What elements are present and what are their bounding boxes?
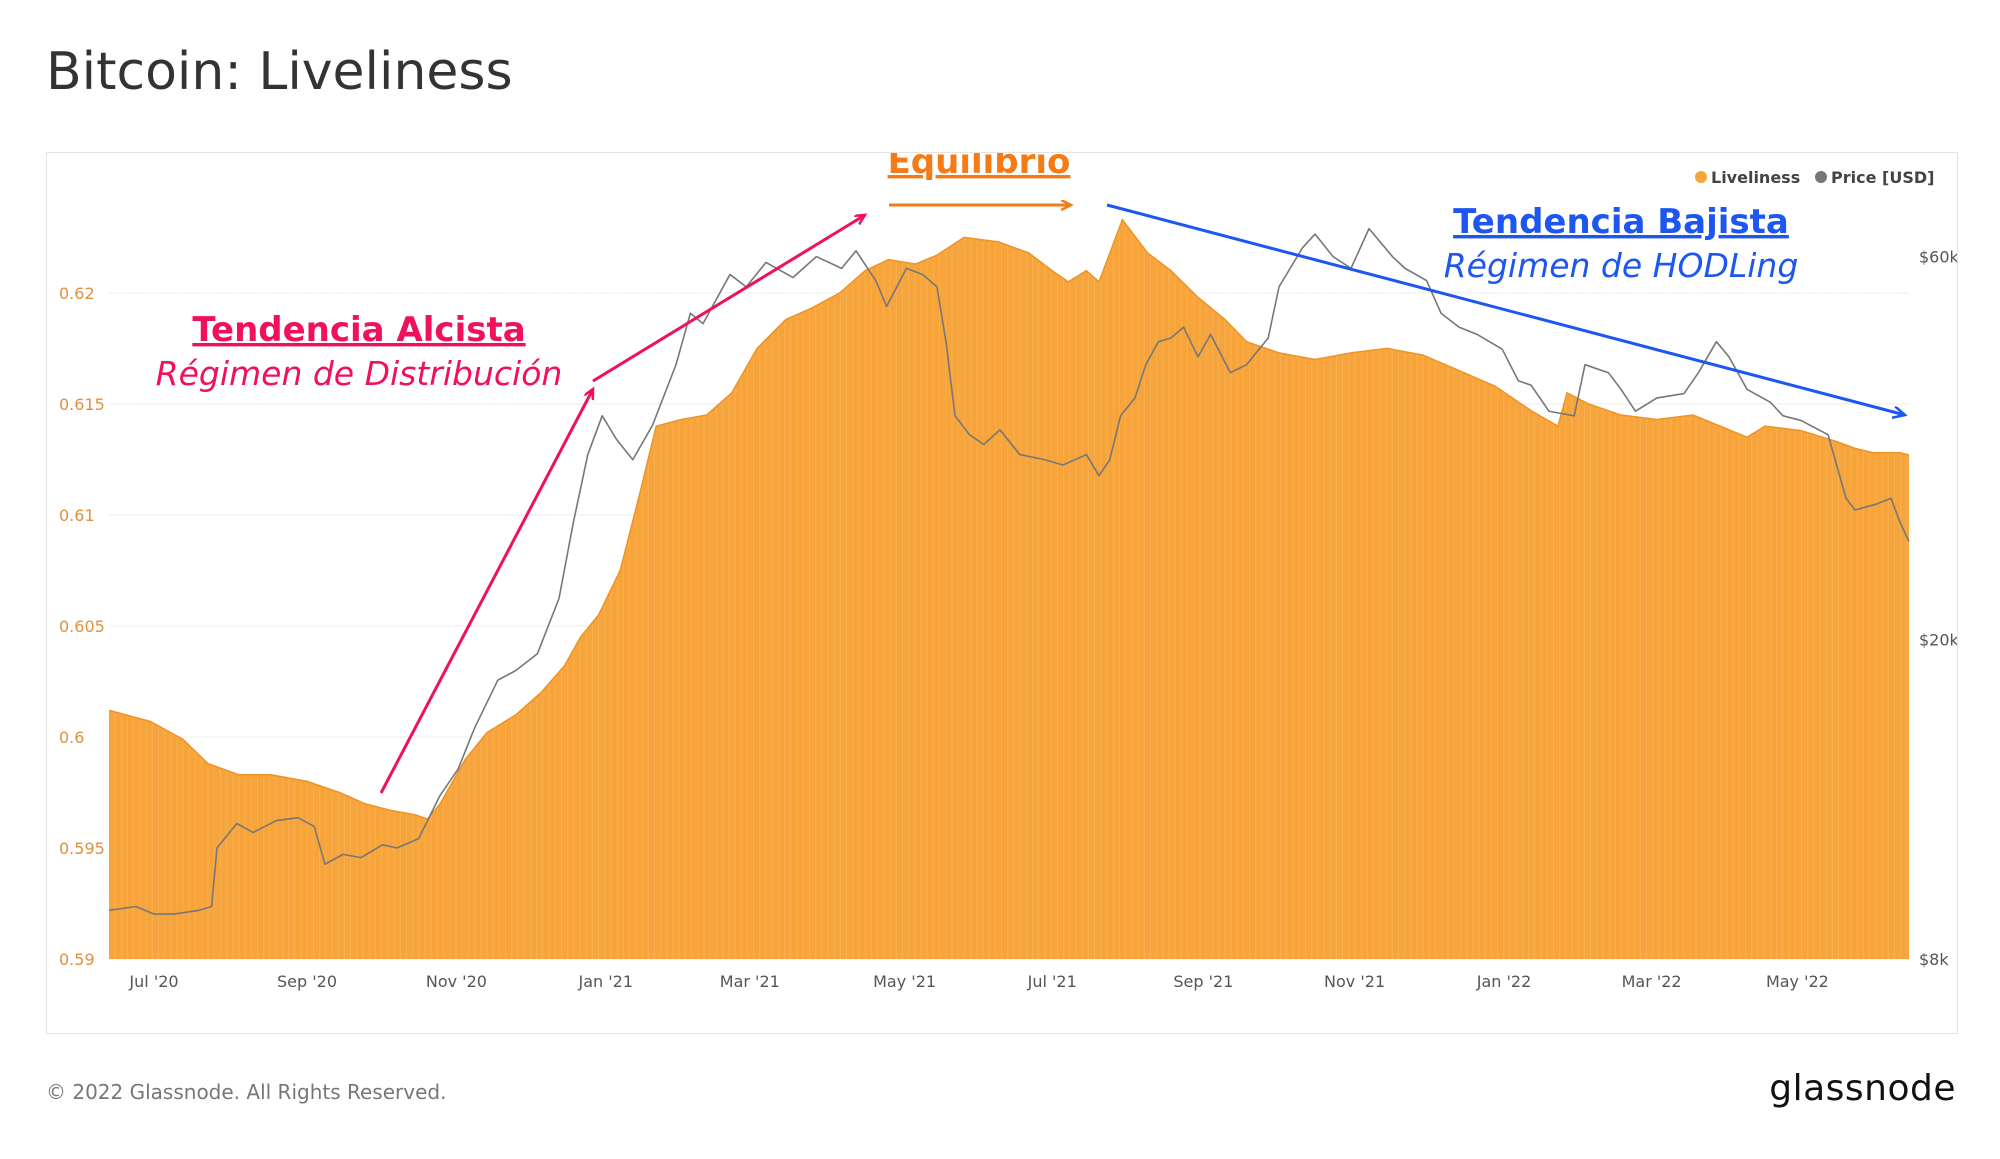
y-right-tick-label: $8k xyxy=(1919,950,1949,969)
x-tick-label: Jan '22 xyxy=(1476,972,1532,991)
legend: Liveliness Price [USD] xyxy=(1695,168,1934,187)
x-tick-label: Nov '20 xyxy=(426,972,487,991)
liveliness-area xyxy=(109,219,1909,959)
page-title: Bitcoin: Liveliness xyxy=(46,42,513,102)
x-tick-label: Nov '21 xyxy=(1324,972,1385,991)
y-left-tick-label: 0.595 xyxy=(59,839,105,858)
brand-logo: glassnode xyxy=(1769,1068,1956,1109)
legend-liveliness-label: Liveliness xyxy=(1711,168,1800,187)
alcista-arrow-2 xyxy=(592,215,865,383)
y-left-tick-label: 0.615 xyxy=(59,395,105,414)
chart-frame: glassnode 0.590.5950.60.6050.610.6150.62… xyxy=(46,152,1958,1034)
x-axis: Jul '20 Sep '20 Nov '20 Jan '21 Mar '21 May '… xyxy=(128,972,1828,991)
liveliness-chart: glassnode 0.590.5950.60.6050.610.6150.62… xyxy=(59,153,1957,991)
y-left-tick-label: 0.605 xyxy=(59,617,105,636)
y-axis-right: $8k $20k $60k xyxy=(1919,248,1957,969)
legend-price-label: Price [USD] xyxy=(1831,168,1934,187)
y-axis-left: 0.59 0.595 0.6 0.605 0.61 0.615 0.62 xyxy=(59,284,105,969)
x-tick-label: Jul '21 xyxy=(1027,972,1077,991)
bajista-subtitle: Régimen de HODLing xyxy=(1444,246,1799,285)
y-left-tick-label: 0.59 xyxy=(59,950,95,969)
alcista-arrow xyxy=(379,389,595,794)
legend-price-marker xyxy=(1815,171,1827,183)
bajista-title: Tendencia Bajista xyxy=(1453,202,1789,242)
x-tick-label: Jul '20 xyxy=(128,972,178,991)
x-tick-label: May '22 xyxy=(1766,972,1829,991)
x-tick-label: Mar '21 xyxy=(720,972,780,991)
x-tick-label: Mar '22 xyxy=(1622,972,1682,991)
x-tick-label: May '21 xyxy=(873,972,936,991)
equilibrio-title: Equilibrio xyxy=(888,153,1071,182)
bajista-arrow xyxy=(1106,203,1905,415)
y-left-tick-label: 0.6 xyxy=(59,728,84,747)
alcista-title: Tendencia Alcista xyxy=(192,310,525,350)
copyright-footer: © 2022 Glassnode. All Rights Reserved. xyxy=(46,1080,447,1104)
liveliness-bars xyxy=(114,193,1908,959)
liveliness-line xyxy=(108,218,1910,821)
y-right-tick-label: $60k xyxy=(1919,248,1957,267)
y-left-tick-label: 0.62 xyxy=(59,284,95,303)
y-left-tick-label: 0.61 xyxy=(59,506,95,525)
legend-liveliness-marker xyxy=(1695,171,1707,183)
x-tick-label: Sep '21 xyxy=(1173,972,1233,991)
x-tick-label: Jan '21 xyxy=(578,972,634,991)
price-line xyxy=(108,227,1910,915)
x-tick-label: Sep '20 xyxy=(277,972,337,991)
alcista-subtitle: Régimen de Distribución xyxy=(156,354,563,393)
y-right-tick-label: $20k xyxy=(1919,631,1957,650)
